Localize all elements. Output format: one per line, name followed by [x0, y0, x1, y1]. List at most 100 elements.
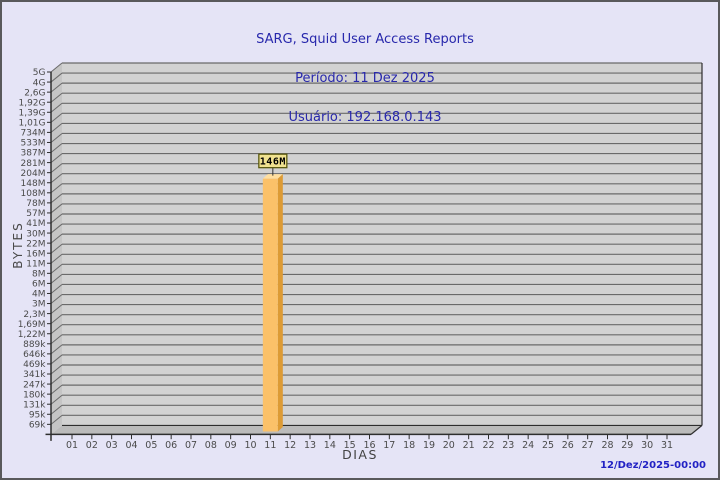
wall-tick: [50, 394, 63, 405]
generated-timestamp: 12/Dez/2025-00:00: [600, 460, 706, 471]
x-tick-label: 08: [205, 440, 217, 451]
data-bar: 146M: [258, 153, 288, 432]
x-tick-label: 15: [344, 440, 356, 451]
y-tick-label: 889k: [23, 340, 46, 350]
wall-tick: [50, 102, 63, 113]
y-tick-label: 341k: [23, 370, 46, 380]
x-tick-label: 16: [363, 440, 375, 451]
y-tick-label: 247k: [23, 380, 46, 390]
y-tick-label: 2,6G: [24, 88, 45, 98]
x-tick-label: 28: [601, 440, 613, 451]
x-tick-label: 19: [423, 440, 435, 451]
y-axis-title: BYTES: [11, 221, 25, 269]
wall-tick: [50, 62, 63, 73]
wall-tick: [50, 384, 63, 395]
wall-tick: [50, 72, 63, 83]
plot-floor: [51, 425, 702, 435]
y-tick-label: 57M: [26, 209, 45, 219]
x-tick-label: 25: [542, 440, 554, 451]
x-tick-label: 18: [403, 440, 415, 451]
y-tick-label: 3M: [32, 300, 46, 310]
wall-tick: [50, 153, 63, 163]
wall-tick: [50, 404, 63, 415]
x-tick-label: 23: [502, 440, 514, 451]
bar-value-label: 146M: [260, 156, 286, 167]
chart-title: SARG, Squid User Access Reports: [256, 32, 474, 47]
y-tick-label: 387M: [21, 149, 46, 159]
x-tick-label: 30: [641, 440, 653, 451]
wall-tick: [50, 92, 63, 103]
x-tick-label: 07: [185, 440, 197, 451]
y-tick-label: 41M: [26, 219, 45, 229]
wall-tick: [50, 274, 63, 284]
wall-tick: [50, 294, 63, 304]
data-bar-side: [277, 174, 283, 432]
wall-tick: [50, 173, 63, 184]
wall-tick: [50, 163, 63, 174]
y-tick-label: 22M: [26, 239, 45, 249]
y-tick-label: 4M: [32, 290, 46, 300]
y-tick-label: 734M: [21, 129, 46, 139]
y-tick-label: 204M: [21, 169, 46, 179]
x-tick-label: 10: [244, 440, 256, 451]
wall-tick: [50, 364, 63, 375]
wall-tick: [50, 112, 63, 123]
wall-tick: [50, 374, 63, 385]
x-tick-label: 24: [522, 440, 534, 451]
y-tick-label: 469k: [23, 360, 46, 370]
wall-tick: [50, 133, 63, 143]
wall-tick: [50, 233, 63, 244]
wall-tick: [50, 213, 63, 224]
floor-right-edge: [690, 424, 703, 435]
wall-tick: [50, 414, 63, 425]
wall-tick: [50, 183, 63, 194]
y-tick-label: 4G: [33, 78, 46, 88]
y-tick-label: 180k: [23, 390, 46, 400]
x-tick-label: 21: [463, 440, 475, 451]
x-tick-label: 06: [165, 440, 177, 451]
y-tick-label: 95k: [29, 410, 46, 420]
y-tick-label: 1,39G: [18, 108, 45, 118]
wall-tick: [50, 344, 63, 355]
y-tick-label: 1,69M: [18, 320, 46, 330]
wall-tick: [50, 253, 63, 264]
chart-user: Usuário: 192.168.0.143: [288, 110, 442, 125]
x-tick-label: 29: [621, 440, 633, 451]
wall-tick: [50, 284, 63, 294]
wall-tick: [50, 314, 63, 325]
y-tick-label: 1,01G: [18, 119, 45, 129]
y-tick-label: 131k: [23, 400, 46, 410]
y-tick-label: 281M: [21, 159, 46, 169]
x-tick-label: 20: [443, 440, 455, 451]
wall-tick: [50, 193, 63, 204]
x-tick-label: 13: [304, 440, 316, 451]
y-tick-label: 16M: [26, 249, 45, 259]
wall-tick: [50, 243, 63, 254]
x-tick-label: 05: [145, 440, 157, 451]
x-tick-label: 31: [661, 440, 673, 451]
wall-tick: [50, 123, 63, 133]
chart-period: Período: 11 Dez 2025: [295, 71, 435, 86]
x-tick-label: 01: [66, 440, 78, 451]
y-tick-label: 8M: [32, 270, 46, 280]
wall-tick: [50, 203, 63, 214]
y-tick-label: 78M: [26, 199, 45, 209]
x-tick-label: 12: [284, 440, 296, 451]
x-tick-label: 02: [86, 440, 98, 451]
x-tick-label: 22: [482, 440, 494, 451]
y-tick-label: 5G: [33, 68, 46, 78]
wall-tick: [50, 263, 63, 274]
chart-header: SARG, Squid User Access Reports Período:…: [12, 7, 718, 150]
x-tick-label: 17: [383, 440, 395, 451]
x-tick-label: 09: [225, 440, 237, 451]
y-tick-label: 6M: [32, 280, 46, 290]
y-tick-label: 30M: [26, 229, 45, 239]
bar-value-callout: [258, 153, 288, 169]
y-tick-label: 11M: [26, 259, 45, 269]
y-tick-label: 108M: [21, 189, 46, 199]
x-tick-label: 03: [106, 440, 118, 451]
x-tick-label: 14: [324, 440, 336, 451]
wall-tick: [50, 354, 63, 365]
x-tick-label: 04: [125, 440, 137, 451]
